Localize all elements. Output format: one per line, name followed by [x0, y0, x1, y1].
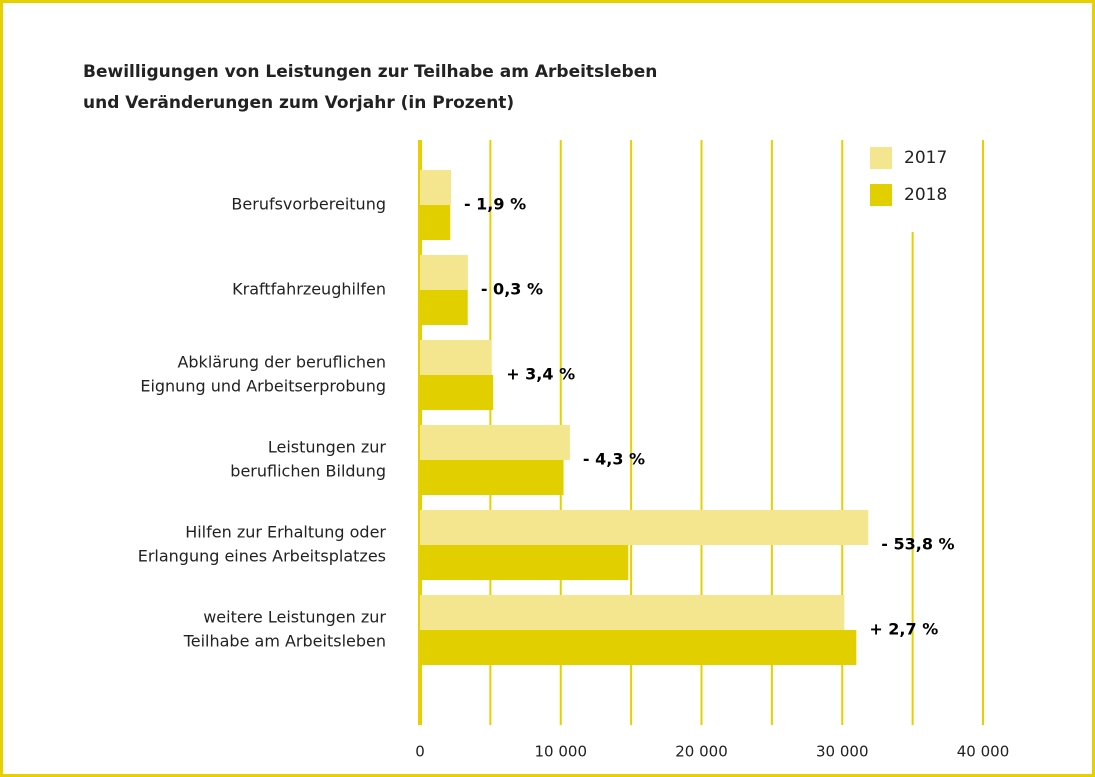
- category-label: weitere Leistungen zur: [203, 608, 386, 627]
- bar: [420, 630, 857, 665]
- legend-swatch: [870, 184, 892, 206]
- chart-title: und Veränderungen zum Vorjahr (in Prozen…: [83, 93, 514, 113]
- x-tick-label: 0: [415, 743, 425, 761]
- x-tick-label: 40 000: [957, 743, 1010, 761]
- change-label: - 53,8 %: [881, 535, 954, 554]
- category-label: Berufsvorbereitung: [231, 195, 386, 214]
- change-label: + 2,7 %: [869, 620, 938, 639]
- bar: [420, 460, 564, 495]
- category-label: beruflichen Bildung: [230, 462, 386, 481]
- change-label: - 1,9 %: [464, 195, 526, 214]
- category-label: Leistungen zur: [268, 438, 387, 457]
- legend-swatch: [870, 147, 892, 169]
- change-label: - 4,3 %: [583, 450, 645, 469]
- x-tick-label: 10 000: [535, 743, 588, 761]
- x-tick-label: 30 000: [816, 743, 869, 761]
- category-label: Teilhabe am Arbeitsleben: [183, 632, 386, 651]
- category-label: Abklärung der beruflichen: [177, 353, 386, 372]
- bar: [420, 170, 451, 205]
- category-label: Hilfen zur Erhaltung oder: [185, 523, 386, 542]
- legend-label: 2018: [904, 185, 947, 205]
- chart-title: Bewilligungen von Leistungen zur Teilhab…: [83, 62, 657, 82]
- category-label: Kraftfahrzeughilfen: [232, 280, 386, 299]
- legend-label: 2017: [904, 148, 947, 168]
- bar: [420, 290, 468, 325]
- category-label: Eignung und Arbeitserprobung: [140, 377, 386, 396]
- bar: [420, 425, 570, 460]
- bar: [420, 340, 492, 375]
- change-label: + 3,4 %: [506, 365, 575, 384]
- bar: [420, 255, 468, 290]
- bar: [420, 510, 869, 545]
- x-tick-label: 20 000: [675, 743, 728, 761]
- change-label: - 0,3 %: [481, 280, 543, 299]
- bar: [420, 595, 845, 630]
- bar: [420, 375, 494, 410]
- category-label: Erlangung eines Arbeitsplatzes: [138, 547, 386, 566]
- bar: [420, 545, 629, 580]
- bar: [420, 205, 451, 240]
